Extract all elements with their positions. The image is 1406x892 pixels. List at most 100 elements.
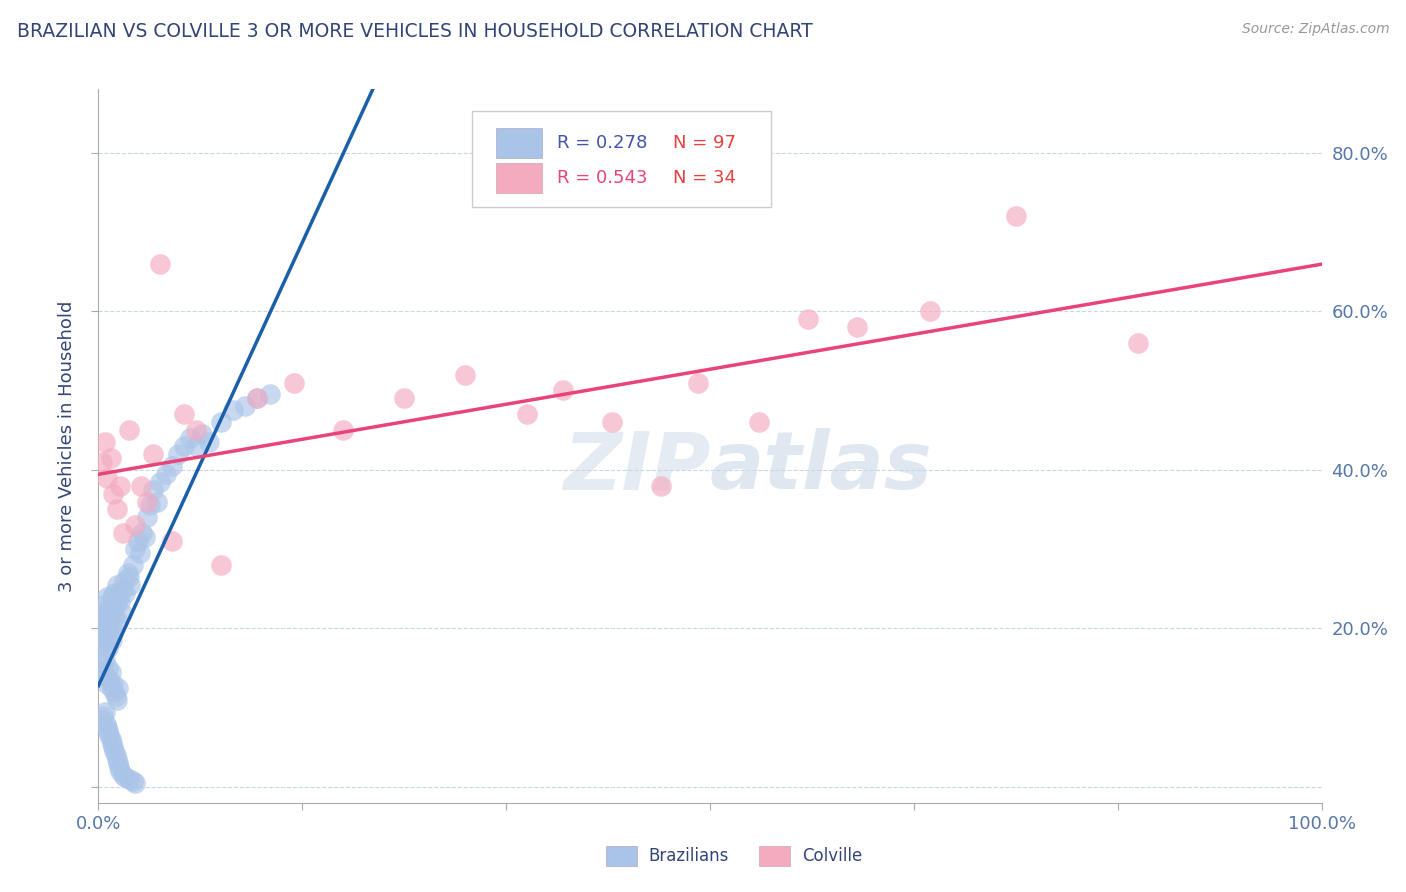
Point: [121, 558, 143, 572]
Point: [209, 558, 232, 572]
Point: [118, 423, 141, 437]
Point: [101, 486, 124, 500]
Point: [103, 685, 125, 699]
Point: [93, 653, 115, 667]
Point: [332, 423, 354, 437]
Point: [96, 590, 118, 604]
Point: [97, 724, 120, 739]
Point: [121, 773, 143, 788]
Point: [197, 435, 219, 450]
Text: R = 0.543: R = 0.543: [557, 169, 648, 186]
Point: [173, 407, 195, 421]
FancyBboxPatch shape: [496, 128, 543, 159]
Point: [107, 585, 129, 599]
Point: [920, 304, 942, 318]
Point: [392, 392, 416, 406]
Point: [96, 677, 118, 691]
Text: atlas: atlas: [710, 428, 932, 507]
Point: [90, 614, 112, 628]
Text: N = 34: N = 34: [673, 169, 737, 186]
Point: [93, 435, 115, 450]
Point: [179, 431, 201, 445]
Point: [149, 475, 172, 489]
Point: [797, 312, 820, 326]
Text: Colville: Colville: [801, 847, 862, 865]
Point: [191, 427, 214, 442]
Point: [155, 467, 177, 481]
Point: [94, 606, 117, 620]
Point: [101, 621, 124, 635]
Point: [101, 677, 124, 691]
Text: BRAZILIAN VS COLVILLE 3 OR MORE VEHICLES IN HOUSEHOLD CORRELATION CHART: BRAZILIAN VS COLVILLE 3 OR MORE VEHICLES…: [17, 22, 813, 41]
Point: [146, 494, 169, 508]
Point: [107, 756, 129, 771]
Y-axis label: 3 or more Vehicles in Household: 3 or more Vehicles in Household: [58, 301, 76, 591]
Point: [96, 471, 118, 485]
Point: [97, 661, 120, 675]
Point: [454, 368, 477, 382]
Point: [142, 483, 165, 497]
Point: [91, 621, 114, 635]
Point: [103, 744, 125, 758]
Text: Source: ZipAtlas.com: Source: ZipAtlas.com: [1241, 22, 1389, 37]
Point: [515, 407, 537, 421]
Point: [111, 582, 134, 596]
Point: [101, 590, 124, 604]
Point: [105, 578, 128, 592]
Point: [110, 764, 132, 778]
Point: [111, 526, 134, 541]
Point: [104, 598, 127, 612]
Point: [160, 534, 183, 549]
Point: [233, 400, 256, 414]
Point: [209, 415, 232, 429]
Point: [101, 740, 124, 755]
Point: [89, 621, 111, 635]
Text: ZIP: ZIP: [562, 428, 710, 507]
Point: [91, 598, 114, 612]
Point: [129, 478, 152, 492]
Point: [108, 760, 131, 774]
Point: [129, 546, 152, 560]
Point: [246, 392, 269, 406]
Point: [259, 387, 281, 401]
Point: [101, 681, 124, 695]
Point: [222, 403, 245, 417]
Point: [94, 716, 117, 731]
Point: [96, 625, 118, 640]
Point: [94, 669, 117, 683]
Point: [104, 748, 127, 763]
Point: [96, 721, 118, 735]
Point: [114, 585, 136, 599]
Point: [553, 384, 575, 398]
FancyBboxPatch shape: [471, 111, 772, 207]
Point: [117, 566, 139, 580]
Point: [600, 415, 623, 429]
Point: [105, 502, 128, 516]
Point: [160, 458, 183, 473]
Point: [90, 629, 112, 643]
Point: [100, 625, 122, 640]
Point: [91, 713, 114, 727]
Point: [149, 257, 172, 271]
Point: [97, 614, 120, 628]
Point: [97, 641, 120, 656]
Text: Brazilians: Brazilians: [648, 847, 730, 865]
FancyBboxPatch shape: [496, 162, 543, 193]
Point: [1004, 209, 1026, 223]
Point: [136, 510, 159, 524]
Point: [283, 376, 305, 390]
Point: [167, 447, 190, 461]
Point: [124, 518, 146, 533]
Point: [110, 478, 132, 492]
FancyBboxPatch shape: [759, 847, 790, 866]
Point: [103, 585, 125, 599]
Point: [105, 692, 128, 706]
Point: [100, 609, 122, 624]
Point: [186, 439, 208, 453]
Point: [112, 574, 135, 588]
Point: [91, 455, 114, 469]
Point: [98, 728, 121, 742]
Point: [111, 606, 134, 620]
Point: [104, 689, 127, 703]
Point: [91, 606, 114, 620]
